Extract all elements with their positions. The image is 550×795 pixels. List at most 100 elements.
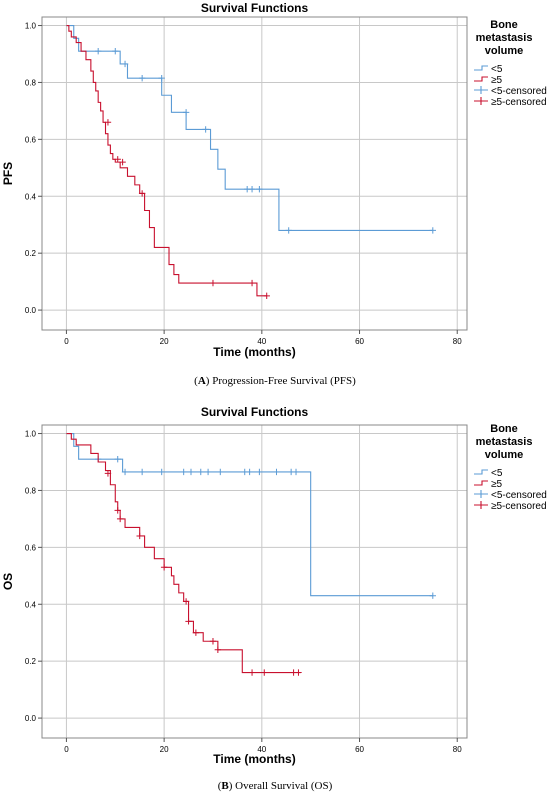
legend-censor-swatch [474, 86, 488, 94]
censor-mark [263, 292, 270, 300]
censor-mark [138, 190, 146, 197]
censor-mark [138, 468, 146, 476]
survival-step-line [66, 24, 267, 297]
x-tick-label: 40 [257, 745, 266, 754]
censor-mark [429, 227, 437, 234]
x-tick-label: 0 [64, 745, 69, 754]
legend-entry-label: <5 [491, 468, 503, 479]
chart-title: Survival Functions [201, 405, 309, 419]
censor-mark [214, 646, 222, 653]
y-tick-label: 0.2 [25, 657, 37, 666]
legend-censor-swatch [474, 490, 488, 498]
censor-mark [160, 564, 168, 571]
legend-entry-label: ≥5-censored [491, 97, 547, 108]
y-tick-label: 0.4 [25, 600, 37, 609]
legend-title: volume [485, 45, 524, 57]
censor-mark [119, 158, 126, 166]
x-tick-label: 0 [64, 337, 69, 346]
y-tick-label: 0.8 [25, 486, 37, 495]
survival-step-line [66, 24, 433, 231]
legend-entry-label: <5-censored [491, 86, 547, 97]
censor-mark [273, 468, 280, 476]
legend-entry-label: <5 [491, 64, 503, 75]
censor-mark [114, 507, 121, 514]
chart-panel-1: Survival Functions 0 20 40 60 80 0.0 0.2 0.4 0.6 0… [1, 1, 547, 387]
censor-mark [256, 185, 263, 193]
censor-mark [158, 74, 165, 82]
censor-mark [248, 669, 256, 676]
censor-mark [429, 592, 437, 599]
x-tick-label: 80 [453, 337, 462, 346]
x-tick-label: 40 [257, 337, 266, 346]
legend-title: metastasis [476, 436, 533, 448]
censor-mark [104, 119, 112, 126]
x-axis-label: Time (months) [213, 752, 295, 766]
series-ge5 [66, 24, 270, 300]
y-tick-label: 1.0 [25, 22, 37, 31]
legend-line-swatch [474, 65, 488, 71]
x-tick-label: 60 [355, 337, 364, 346]
series-lt5 [66, 432, 437, 599]
legend-entry-label: ≥5-censored [491, 501, 547, 512]
censor-mark [192, 629, 200, 636]
censor-mark [285, 227, 292, 234]
censor-mark [248, 279, 256, 287]
figure-caption: (A) Progression-Free Survival (PFS) [194, 375, 356, 387]
caption-letter: B [221, 780, 229, 792]
y-tick-label: 0.4 [25, 192, 37, 201]
censor-mark [182, 109, 190, 116]
censor-mark [136, 532, 143, 540]
censor-mark [121, 60, 129, 68]
x-tick-label: 60 [355, 745, 364, 754]
censor-mark [104, 470, 112, 477]
censor-mark [295, 669, 302, 676]
y-tick-label: 0.2 [25, 249, 37, 258]
y-tick-label: 0.0 [25, 306, 37, 315]
censor-mark [202, 126, 209, 133]
legend-entry-label: ≥5 [491, 479, 502, 490]
censor-mark [114, 455, 121, 463]
censor-mark [197, 468, 204, 476]
legend-line-swatch [474, 480, 488, 486]
censor-mark [209, 638, 217, 645]
censor-mark [182, 598, 190, 605]
censor-mark [256, 468, 263, 476]
censor-mark [217, 468, 224, 476]
grid-lines [42, 17, 467, 330]
censor-mark [248, 185, 256, 193]
censor-mark [292, 468, 300, 476]
legend-title: volume [485, 449, 524, 461]
legend-line-swatch [474, 76, 488, 82]
censor-mark [116, 515, 124, 523]
legend-title: Bone [490, 19, 518, 31]
y-tick-label: 0.6 [25, 543, 37, 552]
legend-entry-label: <5-censored [491, 490, 547, 501]
chart-panel-2: Survival Functions 0 20 40 60 80 0.0 0.2 0.4 0.6 0… [1, 405, 547, 792]
censor-mark [187, 468, 195, 476]
legend-title: metastasis [476, 32, 533, 44]
y-axis-label: OS [1, 573, 15, 590]
grid-lines [42, 425, 467, 738]
censor-mark [180, 468, 187, 476]
censor-mark [204, 468, 212, 476]
censor-mark [158, 468, 165, 476]
series-lt5 [66, 24, 437, 234]
x-axis-label: Time (months) [213, 345, 295, 359]
censor-mark [246, 468, 253, 476]
y-axis-label: PFS [1, 162, 15, 185]
y-tick-label: 0.8 [25, 78, 37, 87]
caption-text: ) Overall Survival (OS) [229, 780, 333, 792]
censor-mark [261, 669, 268, 676]
legend-censor-swatch [474, 97, 488, 105]
censor-mark [112, 47, 119, 55]
legend-censor-swatch [474, 501, 488, 509]
plot-frame [41, 424, 468, 739]
censor-mark [185, 618, 192, 625]
censor-mark [121, 468, 129, 476]
x-tick-label: 20 [160, 745, 169, 754]
censor-mark [94, 47, 102, 55]
caption-text: ) Progression-Free Survival (PFS) [206, 375, 356, 387]
